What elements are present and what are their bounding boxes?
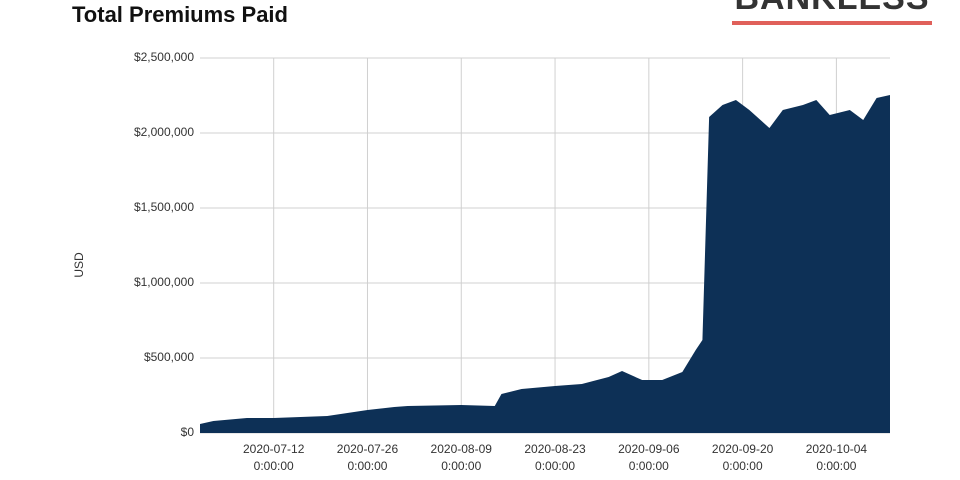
y-tick-label: $2,500,000	[134, 50, 194, 64]
y-tick-label: $1,500,000	[134, 200, 194, 214]
y-tick-label: $0	[181, 425, 195, 439]
y-tick-label: $500,000	[144, 350, 194, 364]
x-tick-label: 2020-08-09 0:00:00	[430, 442, 492, 473]
brand: BANKLESS	[734, 0, 929, 17]
y-axis-label: USD	[72, 252, 86, 278]
x-tick-label: 2020-09-06 0:00:00	[618, 442, 680, 473]
brand-underline	[732, 21, 932, 25]
chart-title: Total Premiums Paid	[72, 2, 288, 27]
x-tick-label: 2020-07-12 0:00:00	[242, 442, 305, 473]
x-tick-label: 2020-08-23 0:00:00	[524, 442, 586, 473]
y-tick-label: $1,000,000	[134, 275, 194, 289]
area	[200, 95, 890, 434]
x-tick-label: 2020-07-26 0:00:00	[336, 442, 399, 473]
y-tick-label: $2,000,000	[134, 125, 194, 139]
x-tick-label: 2020-09-20 0:00:00	[711, 442, 774, 473]
x-tick-label: 2020-10-04 0:00:00	[805, 442, 868, 473]
